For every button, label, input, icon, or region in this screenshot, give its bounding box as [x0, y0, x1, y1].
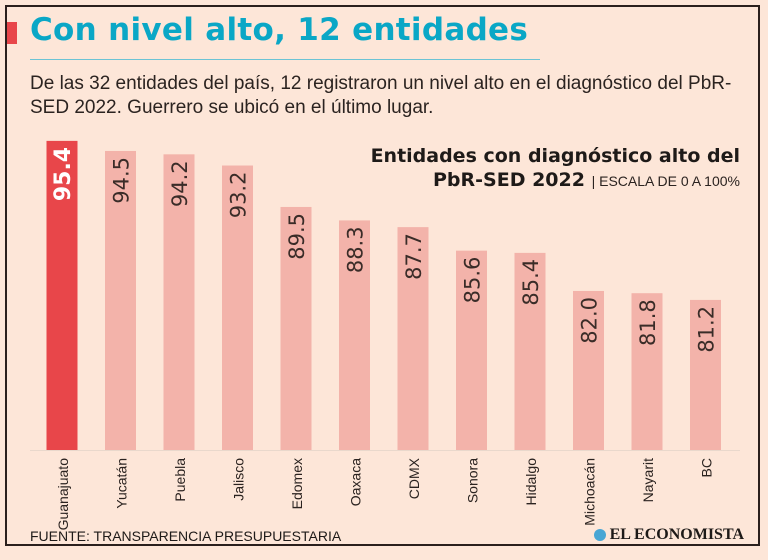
- chart-title-line1: Entidades con diagnóstico alto del: [370, 145, 740, 167]
- data-label: 93.2: [227, 172, 251, 219]
- data-label: 88.3: [344, 226, 368, 273]
- category-label: CDMX: [406, 457, 422, 499]
- category-label: Michoacán: [582, 458, 598, 526]
- category-label: Sonora: [465, 458, 481, 503]
- logo: EL ECONOMISTA: [593, 526, 744, 544]
- title-divider: [30, 59, 540, 60]
- category-label: Puebla: [172, 458, 188, 502]
- subtitle: De las 32 entidades del país, 12 registr…: [30, 73, 732, 118]
- data-label: 81.2: [695, 306, 719, 353]
- bar: [339, 220, 370, 450]
- scale-note: | ESCALA DE 0 A 100%: [591, 173, 740, 189]
- chart-title-line2: PbR-SED 2022: [432, 169, 585, 191]
- category-label: Guanajuato: [55, 458, 71, 531]
- data-label: 89.5: [285, 213, 309, 260]
- bar: [573, 290, 604, 450]
- bar: [397, 227, 429, 450]
- bar: [456, 250, 487, 450]
- frame: [5, 5, 760, 546]
- bar: [514, 252, 546, 450]
- bar: [631, 293, 663, 450]
- category-label: Yucatán: [114, 458, 130, 509]
- bar: [105, 150, 136, 450]
- page-title: Con nivel alto, 12 entidades: [30, 12, 529, 48]
- data-label: 85.6: [461, 257, 485, 304]
- data-label: 81.8: [636, 299, 660, 346]
- bar: [163, 154, 195, 450]
- category-label: Jalisco: [231, 458, 247, 501]
- data-label: 87.7: [402, 233, 426, 280]
- category-label: Hidalgo: [523, 458, 539, 506]
- category-label: Oaxaca: [348, 458, 364, 506]
- bar: [690, 299, 721, 450]
- data-label: 95.4: [51, 147, 76, 201]
- bar: [46, 140, 78, 450]
- data-label: 94.5: [110, 157, 134, 204]
- data-label: 94.2: [168, 160, 192, 207]
- source-note: FUENTE: TRANSPARENCIA PRESUPUESTARIA: [30, 528, 342, 544]
- bar: [280, 206, 312, 450]
- title-accent: [7, 22, 17, 44]
- logo-icon: [593, 529, 606, 541]
- data-label: 85.4: [519, 259, 543, 306]
- category-label: Edomex: [289, 458, 305, 509]
- logo-text: EL ECONOMISTA: [609, 526, 744, 543]
- category-label: BC: [699, 458, 715, 477]
- chart-title: Entidades con diagnóstico alto del PbR-S…: [371, 144, 740, 193]
- category-label: Nayarit: [640, 458, 656, 502]
- bar: [222, 165, 253, 450]
- data-label: 82.0: [578, 297, 602, 344]
